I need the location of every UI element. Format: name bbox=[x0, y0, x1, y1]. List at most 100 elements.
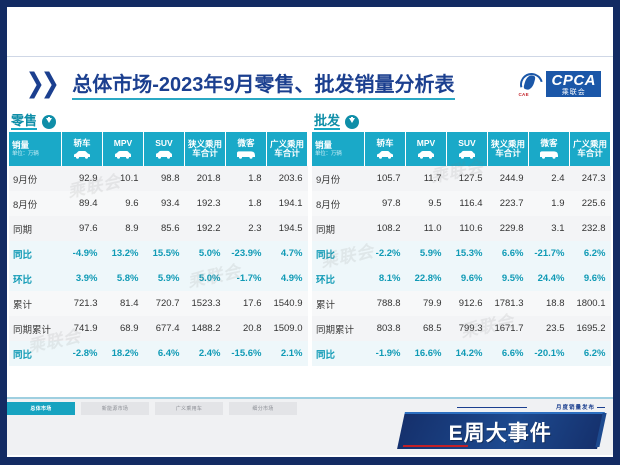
table-cell: 1671.7 bbox=[487, 316, 529, 341]
footer-tab-1[interactable]: 新能源市场 bbox=[81, 402, 149, 415]
row-label: 8月份 bbox=[312, 191, 365, 216]
banner-eyebrow-rule-left bbox=[457, 407, 527, 408]
header-col-suv: SUV bbox=[143, 132, 185, 166]
retail-table-body: 9月份 92.9 10.1 98.8 201.8 1.8 203.6 8月份 89.4 9.6 93… bbox=[9, 166, 308, 366]
footer-tab-0[interactable]: 总体市场 bbox=[7, 402, 75, 415]
header-col-sedan: 轿车 bbox=[364, 132, 406, 166]
cpca-logo-box: CPCA 乘联会 bbox=[546, 71, 601, 97]
footer-top-rule bbox=[7, 397, 613, 399]
table-header-row: 销量 单位：万辆 轿车 MPV SUV bbox=[9, 132, 308, 166]
table-row: 同比 -2.2% 5.9% 15.3% 6.6% -21.7% 6.2% bbox=[312, 241, 611, 266]
table-cell: 803.8 bbox=[364, 316, 406, 341]
table-cell: 1.8 bbox=[225, 166, 267, 191]
row-label: 累计 bbox=[312, 291, 365, 316]
table-cell: 18.2% bbox=[102, 341, 144, 366]
table-cell: 799.3 bbox=[446, 316, 488, 341]
page-title: 总体市场-2023年9月零售、批发销量分析表 bbox=[72, 68, 455, 100]
car-icon bbox=[377, 150, 393, 159]
table-cell: -23.9% bbox=[225, 241, 267, 266]
table-cell: 6.2% bbox=[569, 241, 611, 266]
title-top-rule bbox=[7, 56, 613, 57]
frame-bottom-border bbox=[0, 457, 620, 465]
header-col-mpv: MPV bbox=[405, 132, 447, 166]
table-header-row: 销量 单位：万辆 轿车 MPV SUV bbox=[312, 132, 611, 166]
table-cell: 8.1% bbox=[364, 266, 406, 291]
table-cell: 4.9% bbox=[266, 266, 308, 291]
frame-left-border bbox=[0, 0, 7, 465]
cpca-mark-icon: CAE bbox=[516, 68, 548, 101]
header-col-sedan: 轿车 bbox=[61, 132, 103, 166]
table-cell: 677.4 bbox=[143, 316, 185, 341]
header-unit-label: 销量 bbox=[315, 139, 333, 150]
table-cell: 8.9 bbox=[102, 216, 144, 241]
header-unit-label: 销量 bbox=[12, 139, 30, 150]
table-cell: 9.5% bbox=[487, 266, 529, 291]
footer-tab-3[interactable]: 细分市场 bbox=[229, 402, 297, 415]
table-cell: 192.3 bbox=[184, 191, 226, 216]
header-col-label: MPV bbox=[113, 138, 133, 149]
row-label: 同期累计 bbox=[312, 316, 365, 341]
table-cell: 116.4 bbox=[446, 191, 488, 216]
row-label: 同期 bbox=[312, 216, 365, 241]
table-cell: 14.2% bbox=[446, 341, 488, 366]
row-label: 同比 bbox=[312, 241, 365, 266]
banner-title: E周大事件 bbox=[449, 421, 553, 445]
header-col-label: 广义乘用车合计 bbox=[269, 138, 304, 158]
table-cell: 98.8 bbox=[143, 166, 185, 191]
header-col-narrow-passenger-total: 狭义乘用车合计 bbox=[184, 132, 226, 166]
table-cell: 192.2 bbox=[184, 216, 226, 241]
table-cell: 22.8% bbox=[405, 266, 447, 291]
table-cell: 5.0% bbox=[184, 241, 226, 266]
table-cell: 23.5 bbox=[528, 316, 570, 341]
table-row: 同比 -4.9% 13.2% 15.5% 5.0% -23.9% 4.7% bbox=[9, 241, 308, 266]
table-row: 8月份 97.8 9.5 116.4 223.7 1.9 225.6 bbox=[312, 191, 611, 216]
mpv-icon bbox=[418, 150, 434, 159]
table-cell: 1523.3 bbox=[184, 291, 226, 316]
row-label: 同比 bbox=[9, 341, 62, 366]
footer-tabs: 总体市场 新能源市场 广义乘用车 细分市场 bbox=[7, 402, 303, 415]
header-col-broad-passenger-total: 广义乘用车合计 bbox=[266, 132, 308, 166]
table-cell: 2.1% bbox=[266, 341, 308, 366]
table-cell: 105.7 bbox=[364, 166, 406, 191]
header-col-label: SUV bbox=[155, 138, 173, 149]
table-cell: 1540.9 bbox=[266, 291, 308, 316]
footer-bar: 总体市场 新能源市场 广义乘用车 细分市场 月度销量发布 E周大事件 bbox=[7, 397, 613, 457]
table-row: 同比 -2.8% 18.2% 6.4% 2.4% -15.6% 2.1% bbox=[9, 341, 308, 366]
table-cell: 20.8 bbox=[225, 316, 267, 341]
table-row: 同期累计 803.8 68.5 799.3 1671.7 23.5 1695.2 bbox=[312, 316, 611, 341]
tables-container: 零售 销量 单位：万辆 轿车 MPV bbox=[7, 112, 613, 397]
chevron-right-icon: ❯❯ bbox=[25, 68, 60, 98]
retail-data-table: 销量 单位：万辆 轿车 MPV SUV bbox=[9, 132, 308, 366]
table-cell: 203.6 bbox=[266, 166, 308, 191]
frame-top-border bbox=[0, 0, 620, 7]
table-cell: 97.6 bbox=[61, 216, 103, 241]
table-cell: 2.3 bbox=[225, 216, 267, 241]
table-row: 同期 108.2 11.0 110.6 229.8 3.1 232.8 bbox=[312, 216, 611, 241]
wholesale-table-body: 9月份 105.7 11.7 127.5 244.9 2.4 247.3 8月份 97.8 9.5… bbox=[312, 166, 611, 366]
retail-section-text: 零售 bbox=[11, 113, 38, 130]
footer-tab-2[interactable]: 广义乘用车 bbox=[155, 402, 223, 415]
table-cell: 232.8 bbox=[569, 216, 611, 241]
row-label: 同期累计 bbox=[9, 316, 62, 341]
table-cell: 3.1 bbox=[528, 216, 570, 241]
cpca-brand-cn-text: 乘联会 bbox=[561, 89, 586, 96]
cpca-mark-subtext: CAE bbox=[518, 92, 529, 97]
banner-eyebrow-rule-right bbox=[597, 407, 605, 408]
table-cell: -20.1% bbox=[528, 341, 570, 366]
table-cell: 194.1 bbox=[266, 191, 308, 216]
table-cell: 229.8 bbox=[487, 216, 529, 241]
table-row: 环比 8.1% 22.8% 9.6% 9.5% 24.4% 9.6% bbox=[312, 266, 611, 291]
arrow-down-icon bbox=[345, 115, 360, 129]
table-cell: 16.6% bbox=[405, 341, 447, 366]
table-row: 8月份 89.4 9.6 93.4 192.3 1.8 194.1 bbox=[9, 191, 308, 216]
table-cell: 68.9 bbox=[102, 316, 144, 341]
suv-icon bbox=[156, 150, 172, 159]
table-cell: 721.3 bbox=[61, 291, 103, 316]
table-cell: 89.4 bbox=[61, 191, 103, 216]
wholesale-data-table: 销量 单位：万辆 轿车 MPV SUV bbox=[312, 132, 611, 366]
table-cell: 97.8 bbox=[364, 191, 406, 216]
header-col-label: SUV bbox=[458, 138, 476, 149]
table-cell: 110.6 bbox=[446, 216, 488, 241]
tables-divider bbox=[310, 112, 311, 397]
table-cell: -1.7% bbox=[225, 266, 267, 291]
